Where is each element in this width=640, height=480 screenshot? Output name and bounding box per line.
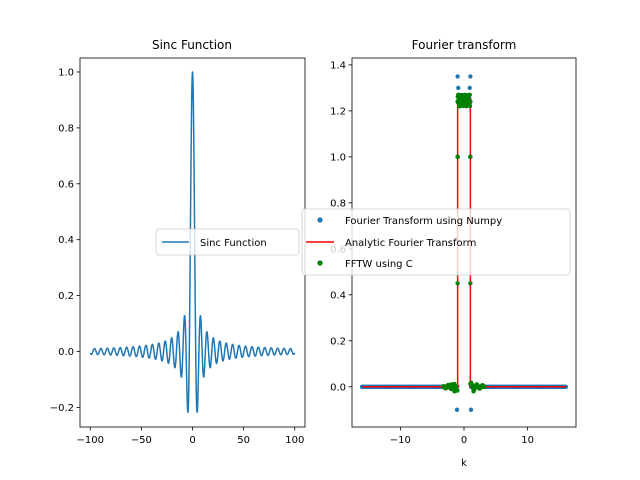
legend-label-analytic: Analytic Fourier Transform xyxy=(345,238,476,249)
numpy-point xyxy=(455,74,460,79)
sinc-ytick-label: 1.0 xyxy=(58,67,74,78)
fftw-point xyxy=(455,388,460,393)
legend-label-numpy: Fourier Transform using Numpy xyxy=(345,216,502,227)
fourier-ytick-label: 0.2 xyxy=(330,336,346,347)
fourier-ytick-label: 0.0 xyxy=(330,382,346,393)
axes-sinc: Sinc Function −100 −50 0 50 100 −0.2 0.0 0.2 0.4… xyxy=(50,38,306,446)
numpy-point xyxy=(468,407,474,412)
fourier-legend: Fourier Transform using Numpy Analytic F… xyxy=(301,208,571,276)
fftw-point xyxy=(468,154,473,160)
fourier-xtick-label: −10 xyxy=(390,435,411,446)
fourier-legend-box xyxy=(301,208,571,276)
fourier-ytick-label: 1.4 xyxy=(330,60,346,71)
fftw-point xyxy=(455,281,460,286)
sinc-xtick-label: 50 xyxy=(237,435,250,446)
fourier-ytick-label: 1.0 xyxy=(330,152,346,163)
fourier-ytick-label: 1.2 xyxy=(330,106,346,117)
fftw-point xyxy=(455,154,460,160)
axes-fourier: Fourier transform −100100.00.20.40.60.81… xyxy=(301,38,577,469)
fftw-point xyxy=(467,103,473,109)
sinc-ticks-layer: −100 −50 0 50 100 −0.2 0.0 0.2 0.4 0.6 0.8 1.0 xyxy=(50,67,305,446)
sinc-xtick-label: 0 xyxy=(189,435,195,446)
sinc-title: Sinc Function xyxy=(152,38,232,52)
sinc-xtick-label: −100 xyxy=(76,435,103,446)
legend-label-fftw: FFTW using C xyxy=(345,259,413,270)
sinc-ytick-label: −0.2 xyxy=(50,403,74,414)
sinc-ytick-label: 0.0 xyxy=(58,347,74,358)
fftw-point xyxy=(481,384,487,390)
sinc-ytick-label: 0.2 xyxy=(58,291,74,302)
legend-marker-fftw xyxy=(317,260,323,266)
sinc-legend-box xyxy=(155,228,300,256)
legend-marker-numpy xyxy=(317,217,323,223)
sinc-xtick-label: 100 xyxy=(285,435,304,446)
sinc-ytick-label: 0.8 xyxy=(58,123,74,134)
fourier-xlabel: k xyxy=(461,458,467,469)
fourier-xtick-label: 0 xyxy=(461,435,467,446)
sinc-legend: Sinc Function xyxy=(155,228,300,256)
fftw-point xyxy=(466,93,471,98)
numpy-point xyxy=(467,85,472,91)
sinc-ytick-label: 0.4 xyxy=(58,235,74,246)
fourier-title: Fourier transform xyxy=(412,38,517,52)
sinc-legend-label: Sinc Function xyxy=(200,238,267,249)
numpy-point xyxy=(468,74,473,79)
fourier-ytick-label: 0.8 xyxy=(330,198,346,209)
fourier-series-layer xyxy=(359,74,569,412)
fftw-point xyxy=(466,97,472,103)
numpy-point xyxy=(454,407,460,412)
fftw-point xyxy=(468,281,473,286)
fourier-ytick-label: 0.4 xyxy=(330,290,346,301)
fourier-xtick-label: 10 xyxy=(521,435,534,446)
sinc-line xyxy=(89,71,296,413)
sinc-xtick-label: −50 xyxy=(131,435,152,446)
numpy-point xyxy=(456,85,461,91)
sinc-ytick-label: 0.6 xyxy=(58,179,74,190)
sinc-series-layer xyxy=(89,71,296,413)
